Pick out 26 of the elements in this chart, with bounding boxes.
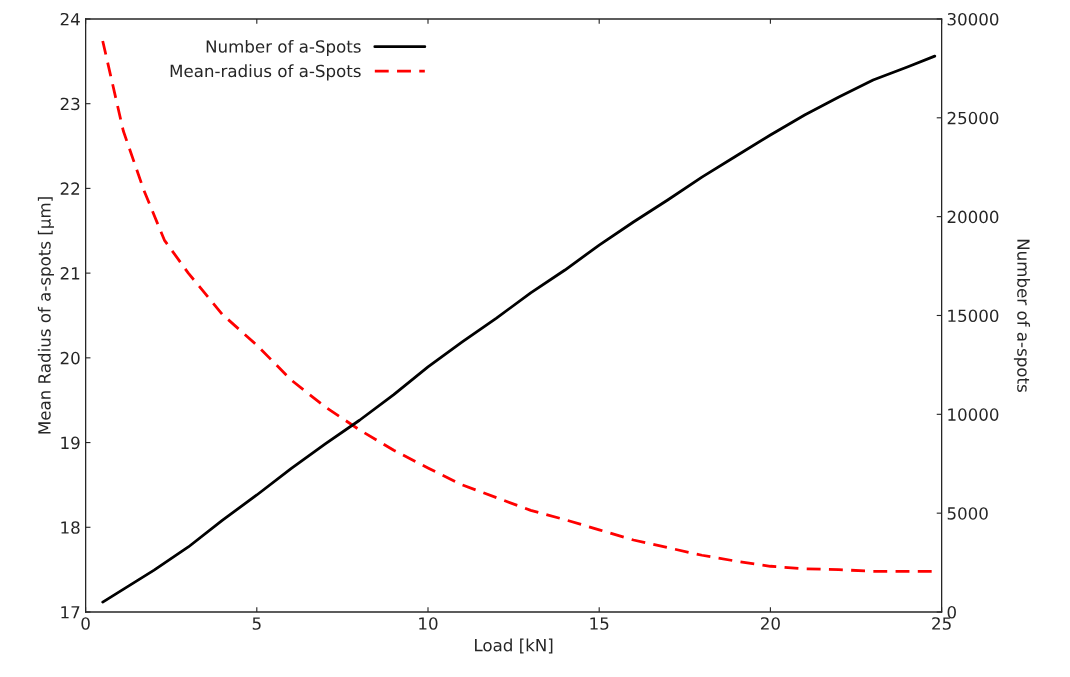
x-tick-label: 20 [761,617,780,630]
y-tick-label: 18 [61,521,80,534]
y-axis-title: Mean Radius of a-spots [µm] [37,197,54,434]
y2-axis-title: Number of a-spots [1013,239,1031,392]
y-tick-label: 24 [60,12,80,26]
y-tick-label: 22 [60,182,80,195]
y2-tick-label: 25000 [947,111,999,125]
x-tick-label: 0 [81,617,90,630]
y2-tick-label: 5000 [947,507,988,520]
y2-tick-label: 15000 [948,309,999,323]
y2-tick-label: 20000 [947,210,999,224]
y-tick-label: 23 [60,97,80,111]
legend-label: Mean-radius of a-Spots [170,64,361,81]
y-tick-label: 17 [61,606,80,619]
x-axis-title: Load [kN] [475,638,553,654]
y-tick-label: 20 [60,351,80,365]
x-tick-label: 5 [252,617,261,630]
x-tick-label: 15 [590,617,609,630]
y2-tick-label: 10000 [948,408,999,421]
x-tick-label: 25 [932,617,951,630]
x-tick-label: 10 [419,617,438,630]
y2-tick-label: 0 [947,605,956,619]
y2-tick-label: 30000 [947,12,999,26]
y-tick-label: 19 [61,436,80,450]
legend-label: Number of a-Spots [206,39,361,57]
y-tick-label: 21 [60,267,80,280]
